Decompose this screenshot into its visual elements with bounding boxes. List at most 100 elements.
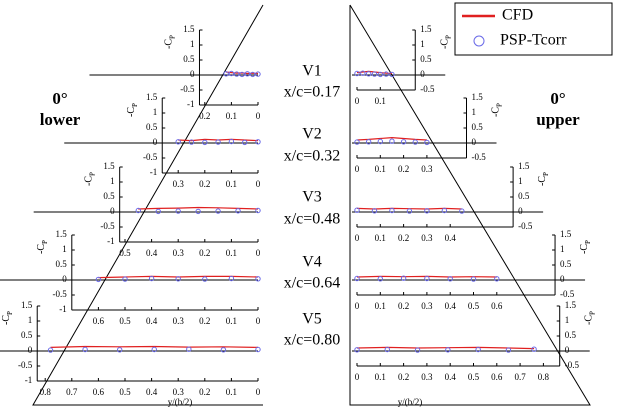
psp-marker: [354, 139, 360, 145]
psp-marker: [424, 208, 430, 214]
y-tick-label: -1: [25, 375, 33, 385]
x-tick-label: 0.1: [226, 248, 237, 258]
y-tick-label: 1.5: [146, 92, 158, 102]
x-tick-label: 0.2: [398, 372, 409, 382]
legend-label: PSP-Tcorr: [500, 32, 567, 49]
cfd-line: [226, 71, 259, 75]
psp-marker: [475, 346, 481, 353]
psp-marker: [148, 275, 155, 282]
psp-marker: [135, 207, 142, 214]
y-tick-label: -1: [107, 236, 115, 246]
y-tick-label: 1: [518, 176, 523, 186]
x-tick-label: 0.1: [375, 164, 386, 174]
psp-marker: [195, 208, 201, 215]
y-axis-label: -CP: [84, 172, 96, 186]
subplot: 1.5 1 0.5 0 -0.5 -CP 0 0.1: [352, 24, 452, 106]
psp-marker: [228, 138, 235, 145]
lower-planform: [32, 4, 264, 406]
x-tick-label: 0.4: [146, 387, 158, 397]
y-tick-label: 1: [153, 107, 158, 117]
psp-marker: [389, 138, 395, 144]
x-tick-label: 0.3: [421, 233, 433, 243]
x-tick-label: 0: [355, 164, 360, 174]
x-tick-label: 0.3: [173, 316, 185, 326]
psp-marker: [82, 346, 88, 353]
subplot: 1.5 1 0.5 0 -0.5 -1 -CP 0.8 0.7 0.6 0.5 0.4 0.3 0.2 0.…: [0, 300, 261, 407]
psp-marker: [445, 347, 451, 353]
y-tick-label: 0.5: [183, 54, 195, 64]
y-tick-label: 0.5: [103, 191, 115, 201]
y-tick-label: 1.5: [420, 24, 432, 34]
x-tick-label: 0.3: [421, 301, 433, 311]
psp-marker: [414, 347, 421, 353]
psp-marker: [215, 208, 221, 214]
x-tick-label: 0.1: [375, 301, 386, 311]
y-tick-label: 1: [560, 244, 565, 254]
y-axis-label-subscript: P: [6, 311, 14, 315]
y-tick-label: 0.5: [56, 259, 68, 269]
psp-marker: [239, 71, 245, 78]
x-tick-label: 0: [355, 301, 360, 311]
psp-marker: [365, 139, 372, 145]
x-tick-label: 0: [256, 179, 261, 189]
legend-box: [454, 2, 613, 56]
x-tick-label: 0: [355, 96, 360, 106]
x-tick-label: 0: [256, 316, 261, 326]
psp-marker: [249, 71, 256, 78]
x-tick-label: 0.7: [66, 387, 78, 397]
y-axis-label-base: -C: [537, 176, 548, 186]
planform: [32, 4, 591, 406]
y-tick-label: -1: [150, 167, 158, 177]
y-axis-label-base: -C: [36, 244, 47, 254]
station-name: V5: [302, 311, 322, 328]
x-tick-label: 0.6: [491, 372, 503, 382]
lower-surface: lower: [40, 110, 81, 129]
x-tick-label: 0.1: [375, 233, 386, 243]
y-axis-label-base: -C: [127, 107, 138, 117]
x-tick-label: 0.6: [491, 301, 503, 311]
x-tick-label: 0.1: [375, 96, 386, 106]
y-tick-label: 0: [110, 206, 115, 216]
psp-marker: [202, 276, 208, 282]
psp-marker: [406, 208, 413, 214]
x-tick-label: 0.6: [93, 316, 105, 326]
psp-marker: [424, 139, 430, 146]
y-axis-label: -CP: [127, 103, 139, 117]
x-tick-label: 0.5: [119, 248, 131, 258]
psp-marker: [244, 71, 251, 77]
x-tick-label: 0.4: [146, 248, 158, 258]
y-axis-label-subscript: P: [542, 172, 550, 176]
station-name: V1: [302, 63, 322, 80]
y-axis-label-base: -C: [440, 39, 451, 49]
psp-marker: [228, 70, 235, 77]
psp-marker: [186, 346, 192, 352]
psp-marker: [354, 207, 360, 213]
x-tick-label: 0.4: [146, 316, 158, 326]
subplot: 1.510.50-0.5-1-CP0.6 0.5 0.4 0.3 0.2 0.1 0: [0, 229, 261, 326]
psp-marker: [175, 208, 181, 214]
y-tick-label: 0: [420, 69, 425, 79]
psp-marker: [400, 139, 407, 145]
y-axis-label-base: -C: [2, 315, 13, 325]
x-tick-label: 0.2: [398, 233, 409, 243]
y-tick-label: 0.5: [518, 191, 530, 201]
y-axis-label: -CP: [440, 35, 452, 49]
y-tick-label: 0: [62, 274, 67, 284]
station-position: x/c=0.32: [284, 148, 341, 165]
y-tick-label: -1: [59, 304, 67, 314]
x-tick-label: 0.5: [468, 372, 480, 382]
y-tick-label: 0.5: [472, 122, 484, 132]
psp-marker: [494, 276, 500, 282]
x-tick-label: 0.3: [173, 248, 185, 258]
subplot: 1.510.50-0.5-1-CP0.2 0.1 0: [89, 24, 261, 121]
psp-marker: [424, 275, 430, 282]
y-axis-label-subscript: P: [88, 172, 96, 176]
y-tick-label: -0.5: [100, 221, 115, 231]
x-tick-label: 0: [256, 248, 261, 258]
x-axis-label: y/(b/2): [398, 397, 423, 407]
station-position: x/c=0.48: [284, 211, 341, 228]
y-axis-label-base: -C: [164, 39, 175, 49]
psp-marker: [116, 347, 123, 353]
y-axis-label-subscript: P: [168, 35, 176, 39]
psp-marker: [255, 71, 261, 77]
